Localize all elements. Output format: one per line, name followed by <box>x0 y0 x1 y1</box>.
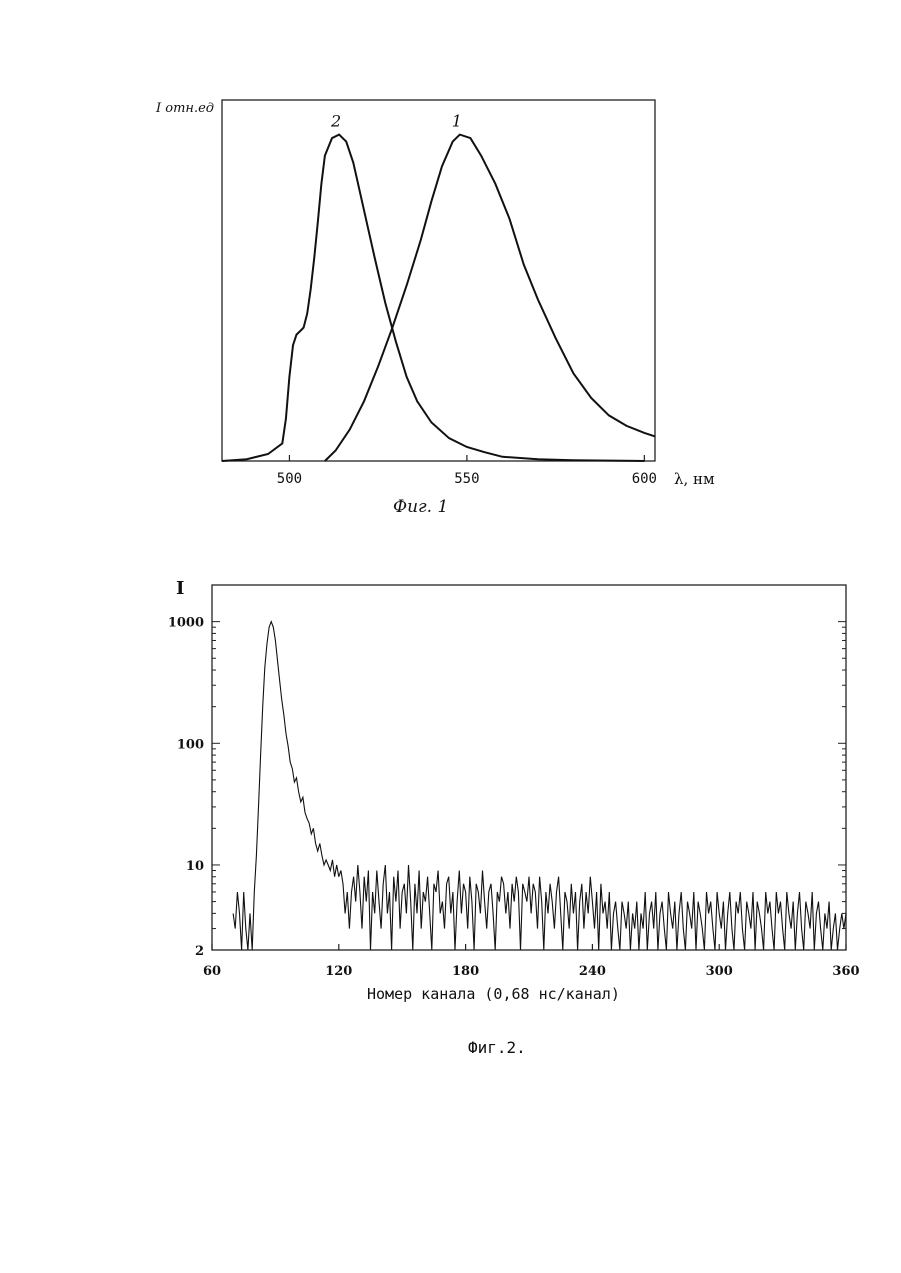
figure-2-y-tick-label: 100 <box>177 737 204 752</box>
figure-2-x-label: Номер канала (0,68 нс/канал) <box>367 985 620 1003</box>
figure-1-series-1-label: 1 <box>452 112 462 131</box>
figure-2-chart: 60 120 180 240 300 360 2 10 100 1000 I Номер кан… <box>0 560 901 1020</box>
figure-2-x-tick-label: 60 <box>203 964 221 979</box>
figure-1-x-label: λ, нм <box>674 470 715 488</box>
figure-2-x-tick-label: 180 <box>452 964 479 979</box>
figure-1-series-1-line <box>325 135 655 461</box>
figure-1-series <box>222 135 655 461</box>
figure-2-y-tick-label: 2 <box>195 944 204 959</box>
figure-2-x-tick-label: 360 <box>832 964 859 979</box>
figure-1-chart: 500550600 12 I отн.ед λ, нм <box>0 0 901 540</box>
figure-1-caption: Фиг. 1 <box>393 497 448 517</box>
figure-1-x-tick-label: 550 <box>454 471 479 487</box>
figure-2-y-tick-label: 10 <box>186 859 204 874</box>
figure-2-series-line <box>233 622 846 950</box>
figure-1-series-2-label: 2 <box>330 112 341 131</box>
figure-1-series-2-line <box>222 135 644 461</box>
figure-2-caption: Фиг.2. <box>468 1038 526 1057</box>
figure-2-x-tick-label: 120 <box>325 964 352 979</box>
figure-2-series <box>233 622 846 950</box>
figure-2-x-ticks: 60 120 180 240 300 360 <box>203 944 860 979</box>
figure-2-x-tick-label: 300 <box>706 964 733 979</box>
figure-1-series-labels: 12 <box>330 112 462 131</box>
figure-2-axes <box>212 585 846 950</box>
figure-2-y-label: I <box>176 578 184 599</box>
figure-2-x-tick-label: 240 <box>579 964 606 979</box>
figure-1-y-label: I отн.ед <box>155 101 214 116</box>
figure-2-frame <box>212 585 846 950</box>
figure-1-x-tick-label: 600 <box>632 471 657 487</box>
figure-1-x-tick-label: 500 <box>277 471 302 487</box>
figure-2-y-tick-label: 1000 <box>168 616 204 631</box>
